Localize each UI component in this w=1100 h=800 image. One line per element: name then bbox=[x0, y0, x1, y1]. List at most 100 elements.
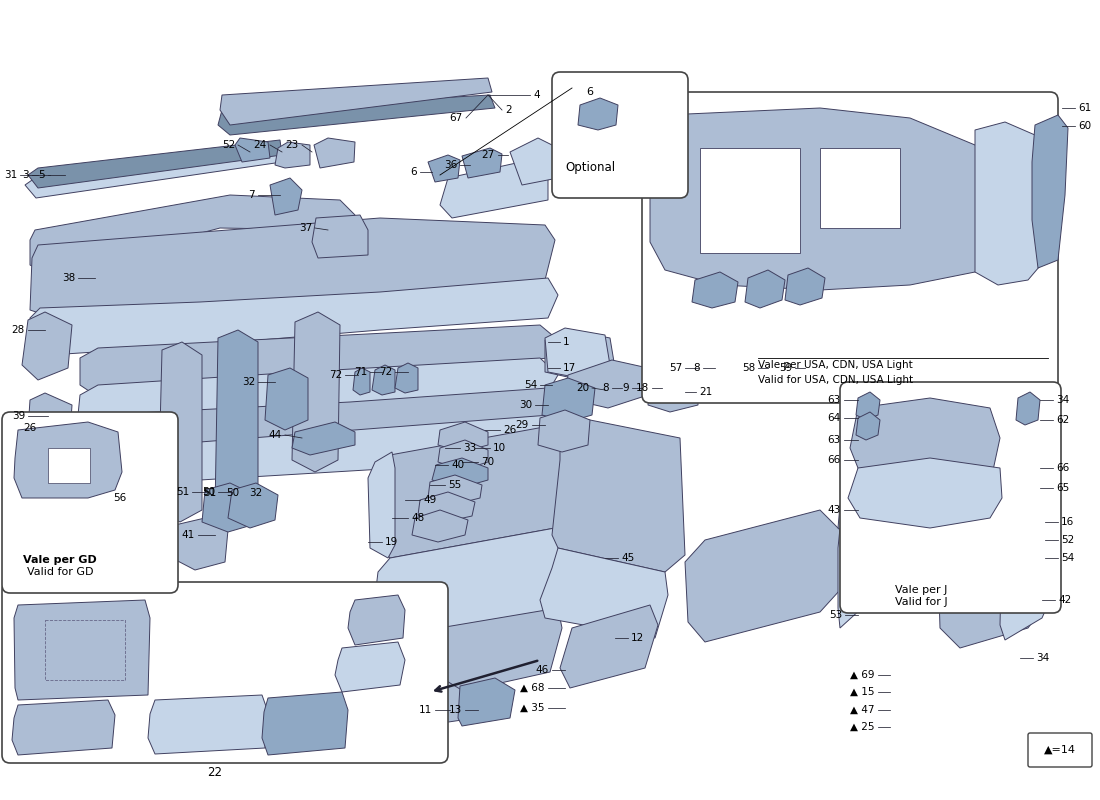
Text: Optional: Optional bbox=[565, 162, 615, 174]
Text: 40: 40 bbox=[451, 460, 464, 470]
Text: 33: 33 bbox=[463, 443, 476, 453]
Text: Valid for USA, CDN, USA Light: Valid for USA, CDN, USA Light bbox=[758, 375, 913, 385]
Polygon shape bbox=[544, 328, 610, 380]
Text: 29: 29 bbox=[516, 420, 529, 430]
Polygon shape bbox=[235, 138, 270, 162]
Text: 66: 66 bbox=[1056, 463, 1069, 473]
Polygon shape bbox=[395, 363, 418, 393]
Text: Valid for J: Valid for J bbox=[895, 597, 947, 607]
Polygon shape bbox=[314, 138, 355, 168]
Text: 41: 41 bbox=[182, 530, 195, 540]
Text: 17: 17 bbox=[563, 363, 576, 373]
Polygon shape bbox=[578, 98, 618, 130]
Text: 42: 42 bbox=[1058, 595, 1071, 605]
Text: 63: 63 bbox=[827, 435, 842, 445]
Text: ▲ 68: ▲ 68 bbox=[520, 683, 544, 693]
Text: 7: 7 bbox=[249, 190, 255, 200]
Polygon shape bbox=[28, 140, 282, 188]
Text: 45: 45 bbox=[621, 553, 635, 563]
Text: 50: 50 bbox=[227, 488, 240, 498]
Text: 28: 28 bbox=[12, 325, 25, 335]
Text: Valid for GD: Valid for GD bbox=[26, 567, 94, 577]
Polygon shape bbox=[30, 278, 558, 355]
Text: 31: 31 bbox=[3, 170, 16, 180]
Text: 34: 34 bbox=[1056, 395, 1069, 405]
Text: 51: 51 bbox=[204, 488, 217, 498]
Text: 9: 9 bbox=[623, 383, 629, 393]
Polygon shape bbox=[975, 122, 1050, 285]
Text: ▲ 69: ▲ 69 bbox=[850, 670, 875, 680]
Polygon shape bbox=[838, 520, 862, 628]
Text: Vale per GD: Vale per GD bbox=[23, 555, 97, 565]
Text: 19: 19 bbox=[385, 537, 398, 547]
Text: Vale per USA, CDN, USA Light: Vale per USA, CDN, USA Light bbox=[758, 360, 913, 370]
Polygon shape bbox=[30, 218, 556, 320]
Polygon shape bbox=[785, 268, 825, 305]
Text: ▲ 35: ▲ 35 bbox=[520, 703, 544, 713]
Text: 72: 72 bbox=[378, 367, 392, 377]
Text: 23: 23 bbox=[286, 140, 299, 150]
Polygon shape bbox=[78, 358, 558, 428]
Polygon shape bbox=[312, 215, 368, 258]
Polygon shape bbox=[850, 398, 1000, 488]
Text: 43: 43 bbox=[827, 505, 842, 515]
Text: 32: 32 bbox=[250, 488, 263, 498]
Text: 65: 65 bbox=[1056, 483, 1069, 493]
Text: 3: 3 bbox=[22, 170, 29, 180]
Polygon shape bbox=[292, 312, 340, 472]
Text: 58: 58 bbox=[741, 363, 755, 373]
Text: 54: 54 bbox=[524, 380, 537, 390]
Text: 66: 66 bbox=[827, 455, 842, 465]
Polygon shape bbox=[336, 642, 405, 692]
Polygon shape bbox=[28, 393, 72, 440]
Polygon shape bbox=[1016, 392, 1040, 425]
Polygon shape bbox=[650, 108, 1000, 290]
Text: 26: 26 bbox=[503, 425, 516, 435]
Text: ▲ 25: ▲ 25 bbox=[850, 722, 875, 732]
Text: 48: 48 bbox=[411, 513, 425, 523]
FancyBboxPatch shape bbox=[840, 382, 1062, 613]
Polygon shape bbox=[148, 695, 268, 754]
Polygon shape bbox=[538, 410, 590, 452]
Polygon shape bbox=[1032, 115, 1068, 268]
Text: 10: 10 bbox=[493, 443, 506, 453]
Polygon shape bbox=[935, 495, 990, 550]
Polygon shape bbox=[378, 608, 562, 692]
Text: 64: 64 bbox=[827, 413, 842, 423]
Text: ▲=14: ▲=14 bbox=[1044, 745, 1076, 755]
Polygon shape bbox=[80, 325, 558, 395]
Text: 57: 57 bbox=[669, 363, 682, 373]
Polygon shape bbox=[458, 678, 515, 726]
Polygon shape bbox=[552, 418, 685, 572]
FancyBboxPatch shape bbox=[2, 582, 448, 763]
Polygon shape bbox=[560, 605, 658, 688]
Text: 44: 44 bbox=[268, 430, 282, 440]
Text: 46: 46 bbox=[536, 665, 549, 675]
Text: 37: 37 bbox=[299, 223, 312, 233]
Text: 61: 61 bbox=[1078, 103, 1091, 113]
Text: 50: 50 bbox=[202, 487, 215, 497]
Bar bbox=[45, 620, 125, 680]
Polygon shape bbox=[848, 458, 1002, 528]
Polygon shape bbox=[72, 415, 562, 488]
Text: 59: 59 bbox=[779, 363, 792, 373]
Polygon shape bbox=[14, 422, 122, 498]
Text: ▲ 47: ▲ 47 bbox=[850, 705, 875, 715]
Polygon shape bbox=[275, 142, 310, 168]
Text: 8: 8 bbox=[693, 363, 700, 373]
Polygon shape bbox=[438, 440, 488, 470]
Polygon shape bbox=[12, 700, 116, 755]
Text: 34: 34 bbox=[1036, 653, 1049, 663]
Text: 27: 27 bbox=[482, 150, 495, 160]
Text: 13: 13 bbox=[449, 705, 462, 715]
Polygon shape bbox=[202, 483, 255, 532]
Polygon shape bbox=[372, 365, 395, 395]
Polygon shape bbox=[565, 360, 648, 408]
Text: 20: 20 bbox=[576, 383, 588, 393]
Polygon shape bbox=[395, 680, 465, 728]
Polygon shape bbox=[935, 530, 990, 582]
Text: 51: 51 bbox=[176, 487, 189, 497]
Polygon shape bbox=[218, 95, 495, 135]
Text: 49: 49 bbox=[424, 495, 437, 505]
Text: 16: 16 bbox=[1062, 517, 1075, 527]
